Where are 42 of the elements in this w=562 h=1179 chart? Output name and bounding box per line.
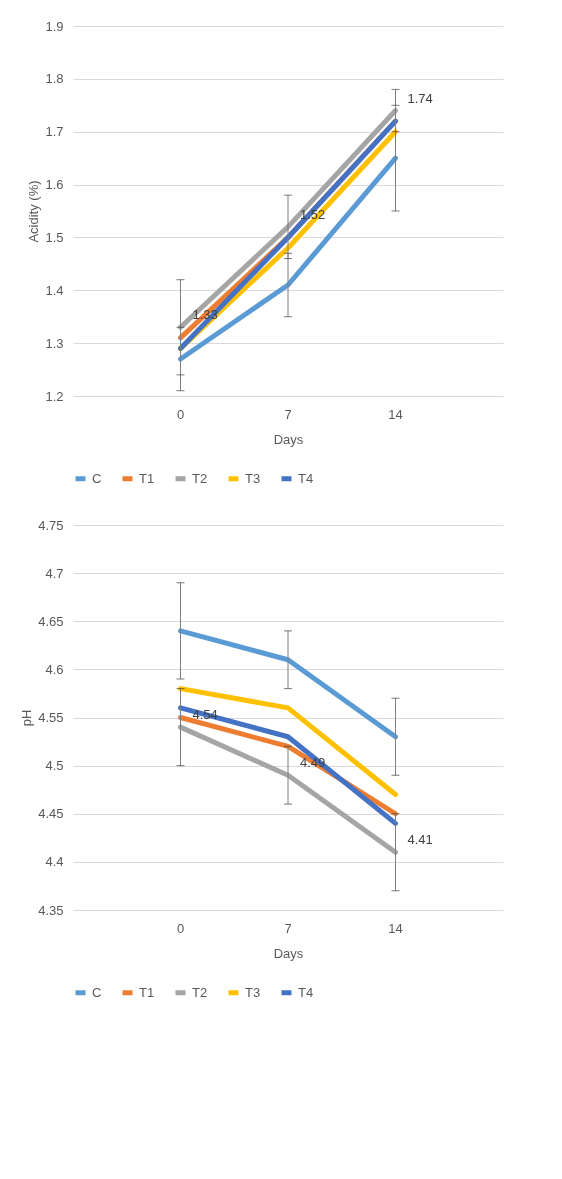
data-label: 1.33 bbox=[192, 307, 218, 323]
legend-label: T2 bbox=[192, 470, 208, 486]
y-tick-label: 1.7 bbox=[45, 124, 64, 140]
legend-label: T4 bbox=[298, 984, 314, 1000]
y-tick-label: 4.45 bbox=[38, 806, 64, 822]
y-tick-label: 4.65 bbox=[38, 613, 64, 629]
y-axis-title: pH bbox=[19, 709, 35, 727]
data-label: 1.52 bbox=[300, 206, 326, 222]
legend-label: T1 bbox=[139, 470, 155, 486]
y-tick-label: 4.5 bbox=[45, 758, 64, 774]
data-label: 4.49 bbox=[300, 755, 326, 771]
y-tick-label: 4.55 bbox=[38, 710, 64, 725]
data-label: 1.74 bbox=[407, 90, 433, 106]
y-tick-label: 1.5 bbox=[45, 229, 64, 245]
y-tick-label: 1.3 bbox=[45, 335, 64, 351]
x-tick-label: 14 bbox=[388, 920, 403, 936]
legend-label: C bbox=[92, 984, 102, 1000]
y-tick-label: 4.35 bbox=[38, 902, 64, 918]
legend-label: T3 bbox=[245, 984, 261, 1000]
legend-label: T4 bbox=[298, 470, 314, 486]
x-tick-label: 7 bbox=[284, 406, 292, 422]
y-tick-label: 4.7 bbox=[45, 565, 64, 581]
x-axis-title: Days bbox=[273, 431, 304, 447]
y-tick-label: 4.75 bbox=[38, 517, 64, 533]
y-axis-title: Acidity (%) bbox=[26, 180, 42, 243]
data-label: 4.41 bbox=[407, 832, 433, 848]
legend-label: C bbox=[92, 470, 102, 486]
y-tick-label: 1.8 bbox=[45, 71, 64, 87]
y-tick-label: 1.4 bbox=[45, 282, 64, 298]
x-tick-label: 7 bbox=[284, 920, 292, 936]
y-tick-label: 4.6 bbox=[45, 661, 64, 677]
x-axis-title: Days bbox=[273, 945, 304, 961]
x-tick-label: 14 bbox=[388, 406, 403, 422]
y-tick-label: 1.6 bbox=[45, 177, 64, 193]
y-tick-label: 1.9 bbox=[45, 18, 64, 34]
x-tick-label: 0 bbox=[176, 920, 185, 936]
x-tick-label: 0 bbox=[176, 406, 185, 422]
legend-label: T3 bbox=[245, 470, 261, 486]
legend-label: T2 bbox=[192, 984, 208, 1000]
y-tick-label: 1.2 bbox=[45, 388, 64, 404]
legend-label: T1 bbox=[139, 984, 155, 1000]
y-tick-label: 4.4 bbox=[45, 854, 64, 870]
